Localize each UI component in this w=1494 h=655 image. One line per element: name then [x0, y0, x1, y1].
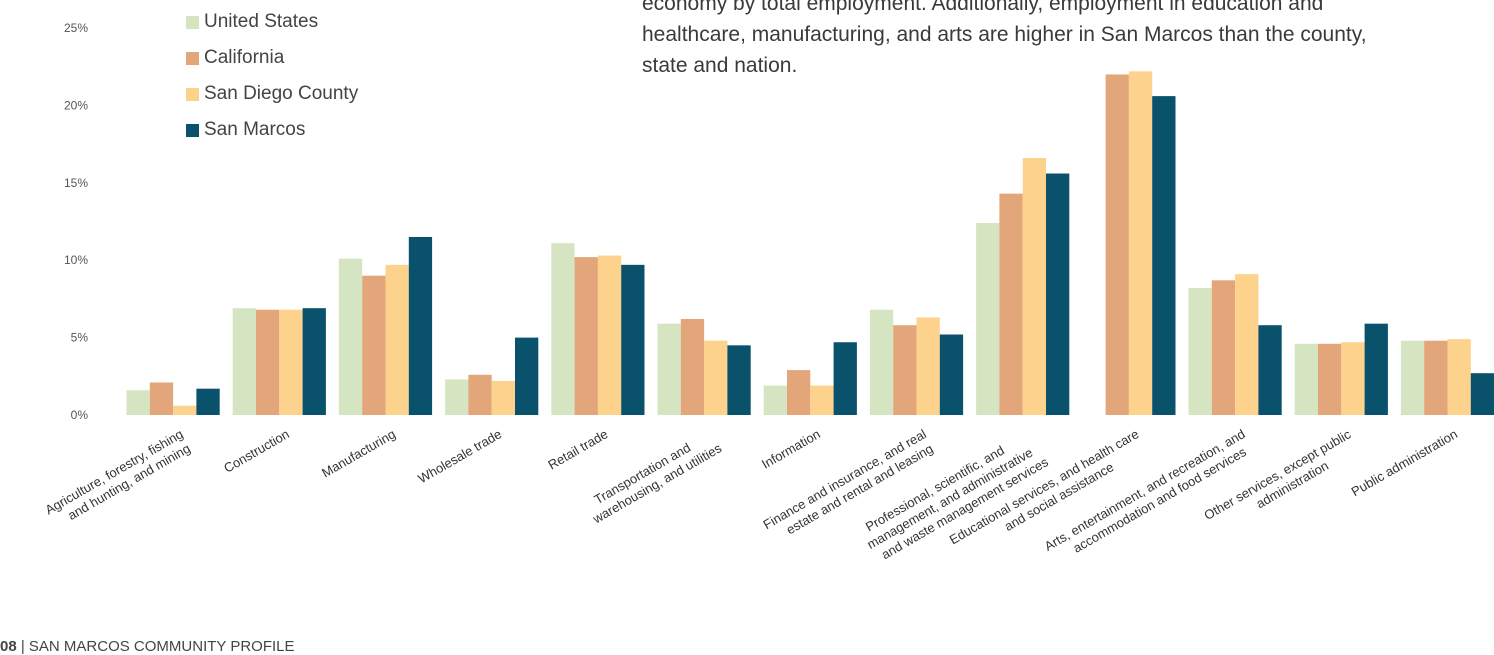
legend-swatch	[186, 88, 199, 101]
x-tick-label: Public administration	[1349, 426, 1460, 499]
intro-line: healthcare, manufacturing, and arts are …	[642, 19, 1494, 50]
bar	[256, 310, 279, 415]
bar	[1365, 324, 1388, 415]
legend-swatch	[186, 52, 199, 65]
bar	[681, 319, 704, 415]
bar	[1318, 344, 1341, 415]
bar	[1424, 341, 1447, 415]
bar	[445, 379, 468, 415]
footer-separator: |	[17, 638, 29, 655]
legend-item-san-diego-county: San Diego County	[186, 76, 358, 112]
bar	[127, 390, 150, 415]
x-tick-label: Wholesale trade	[415, 426, 504, 486]
bar	[173, 406, 196, 415]
bar	[870, 310, 893, 415]
intro-line: state and nation.	[642, 50, 1494, 81]
y-tick-label: 15%	[64, 176, 88, 190]
x-axis: Agriculture, forestry, fishingand huntin…	[43, 426, 1460, 567]
bar	[1212, 280, 1235, 415]
bar	[150, 382, 173, 415]
y-tick-label: 20%	[64, 98, 88, 112]
bar	[1106, 74, 1129, 415]
y-tick-label: 10%	[64, 253, 88, 267]
bar	[999, 194, 1022, 415]
bar	[621, 265, 644, 415]
bar	[409, 237, 432, 415]
bar	[575, 257, 598, 415]
x-tick-label: Manufacturing	[319, 426, 398, 480]
bar	[279, 310, 302, 415]
bar	[764, 386, 787, 415]
legend-label: San Marcos	[204, 119, 305, 141]
bar	[1341, 342, 1364, 415]
x-tick-label: Agriculture, forestry, fishingand huntin…	[43, 426, 194, 531]
bar	[1129, 71, 1152, 415]
y-tick-label: 25%	[64, 21, 88, 35]
bar	[810, 386, 833, 415]
footer-text: SAN MARCOS COMMUNITY PROFILE	[29, 638, 295, 655]
bar	[1295, 344, 1318, 415]
intro-line: economy by total employment. Additionall…	[642, 0, 1494, 19]
bar	[303, 308, 326, 415]
bar	[468, 375, 491, 415]
chart-legend: United States California San Diego Count…	[186, 4, 358, 148]
bar	[1235, 274, 1258, 415]
bar	[976, 223, 999, 415]
bar	[515, 338, 538, 415]
bar	[598, 256, 621, 415]
bar	[233, 308, 256, 415]
legend-swatch	[186, 16, 199, 29]
bar	[1046, 174, 1069, 415]
bar	[787, 370, 810, 415]
page-number: 08	[0, 638, 17, 655]
legend-item-united-states: United States	[186, 4, 358, 40]
page-footer: 08 | SAN MARCOS COMMUNITY PROFILE	[0, 638, 295, 655]
bar	[339, 259, 362, 415]
bar	[704, 341, 727, 415]
bar	[1152, 96, 1175, 415]
bar	[917, 317, 940, 415]
bar	[492, 381, 515, 415]
y-tick-label: 5%	[71, 331, 89, 345]
legend-label: United States	[204, 11, 318, 33]
legend-item-california: California	[186, 40, 358, 76]
bar	[1448, 339, 1471, 415]
x-tick-label: Information	[759, 426, 823, 472]
legend-label: California	[204, 47, 284, 69]
bar	[893, 325, 916, 415]
bar	[727, 345, 750, 415]
bar	[940, 335, 963, 415]
intro-paragraph: economy by total employment. Additionall…	[642, 0, 1494, 81]
legend-label: San Diego County	[204, 83, 358, 105]
legend-swatch	[186, 124, 199, 137]
bar	[1471, 373, 1494, 415]
y-axis: 0% 5% 10% 15% 20% 25%	[64, 21, 88, 422]
bar	[1023, 158, 1046, 415]
x-tick-label: Retail trade	[545, 426, 610, 472]
bar	[1258, 325, 1281, 415]
bar	[551, 243, 574, 415]
bar	[362, 276, 385, 415]
y-tick-label: 0%	[71, 408, 89, 422]
bar	[1189, 288, 1212, 415]
bar	[196, 389, 219, 415]
bar	[834, 342, 857, 415]
legend-item-san-marcos: San Marcos	[186, 112, 358, 148]
bar	[1401, 341, 1424, 415]
x-tick-label: Construction	[221, 426, 292, 475]
bar	[386, 265, 409, 415]
bar	[658, 324, 681, 415]
